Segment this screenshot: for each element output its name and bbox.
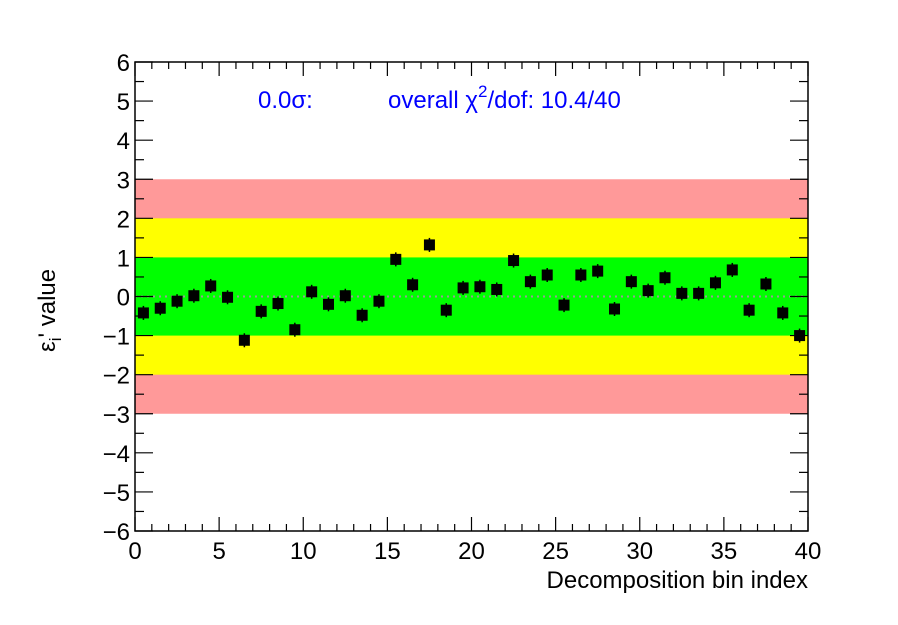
- data-point: [373, 295, 385, 307]
- data-point: [289, 324, 301, 336]
- data-point: [659, 272, 671, 284]
- data-point: [222, 291, 234, 303]
- y-tick-label: 4: [117, 128, 130, 155]
- x-tick-label: 40: [795, 538, 822, 565]
- sigma-annotation: 0.0σ:: [258, 87, 313, 114]
- y-tick-label: 5: [117, 89, 130, 116]
- data-point: [339, 290, 351, 302]
- y-tick-label: 1: [117, 245, 130, 272]
- data-point: [524, 276, 536, 288]
- data-point: [356, 309, 368, 321]
- y-tick-label: −2: [103, 363, 130, 390]
- x-tick-label: 5: [212, 538, 225, 565]
- chi2-suffix: /dof: 10.4/40: [487, 87, 620, 114]
- y-axis-title: εi' value: [34, 269, 65, 352]
- y-tick-label: −5: [103, 480, 130, 507]
- data-point: [137, 307, 149, 319]
- data-point: [777, 307, 789, 319]
- data-point: [457, 282, 469, 294]
- data-point: [188, 290, 200, 302]
- y-tick-label: −3: [103, 402, 130, 429]
- x-tick-label: 0: [128, 538, 141, 565]
- data-point: [676, 287, 688, 299]
- data-point: [625, 276, 637, 288]
- x-tick-label: 15: [374, 538, 401, 565]
- x-axis-title: Decomposition bin index: [547, 567, 808, 594]
- y-tick-label: −6: [103, 519, 130, 546]
- data-point: [709, 277, 721, 289]
- data-point: [272, 298, 284, 310]
- data-point: [322, 298, 334, 310]
- x-tick-labels: 0 5 10 15 20 25 30 35 40: [128, 538, 821, 565]
- y-axis-title-rest: ' value: [34, 269, 61, 338]
- data-point: [642, 285, 654, 297]
- data-points: [137, 237, 806, 348]
- y-tick-label: −4: [103, 441, 130, 468]
- y-axis-title-symbol: ε: [34, 341, 61, 352]
- data-point: [205, 280, 217, 292]
- y-tick-labels: −6 −5 −4 −3 −2 −1 0 1 2 3 4 5 6: [103, 50, 130, 546]
- data-point: [541, 269, 553, 281]
- data-point: [440, 304, 452, 316]
- data-point: [255, 305, 267, 317]
- axis-ticks: [134, 61, 809, 532]
- x-tick-label: 10: [290, 538, 317, 565]
- data-point: [390, 253, 402, 265]
- chi2-annotation: overall χ2/dof: 10.4/40: [388, 82, 621, 114]
- data-point: [760, 278, 772, 290]
- data-point: [726, 264, 738, 276]
- x-tick-label: 30: [626, 538, 653, 565]
- x-tick-label: 25: [542, 538, 569, 565]
- x-tick-label: 20: [458, 538, 485, 565]
- chi2-superscript: 2: [478, 82, 487, 101]
- data-point: [609, 303, 621, 315]
- data-point: [171, 295, 183, 307]
- y-tick-label: 6: [117, 50, 130, 77]
- data-point: [575, 269, 587, 281]
- data-point: [592, 265, 604, 277]
- data-point: [407, 279, 419, 291]
- data-point: [238, 334, 250, 346]
- data-point: [508, 255, 520, 267]
- x-tick-label: 35: [711, 538, 738, 565]
- data-point: [693, 287, 705, 299]
- y-tick-label: 2: [117, 206, 130, 233]
- chi2-prefix: overall χ: [388, 87, 478, 114]
- data-point: [558, 299, 570, 311]
- data-point: [154, 302, 166, 314]
- data-point: [491, 283, 503, 295]
- y-tick-label: −1: [103, 324, 130, 351]
- data-point: [306, 286, 318, 298]
- data-point: [474, 281, 486, 293]
- y-tick-label: 3: [117, 167, 130, 194]
- data-point: [743, 304, 755, 316]
- data-point: [423, 239, 435, 251]
- y-axis-title-subscript: i: [46, 338, 65, 342]
- y-tick-label: 0: [117, 285, 130, 312]
